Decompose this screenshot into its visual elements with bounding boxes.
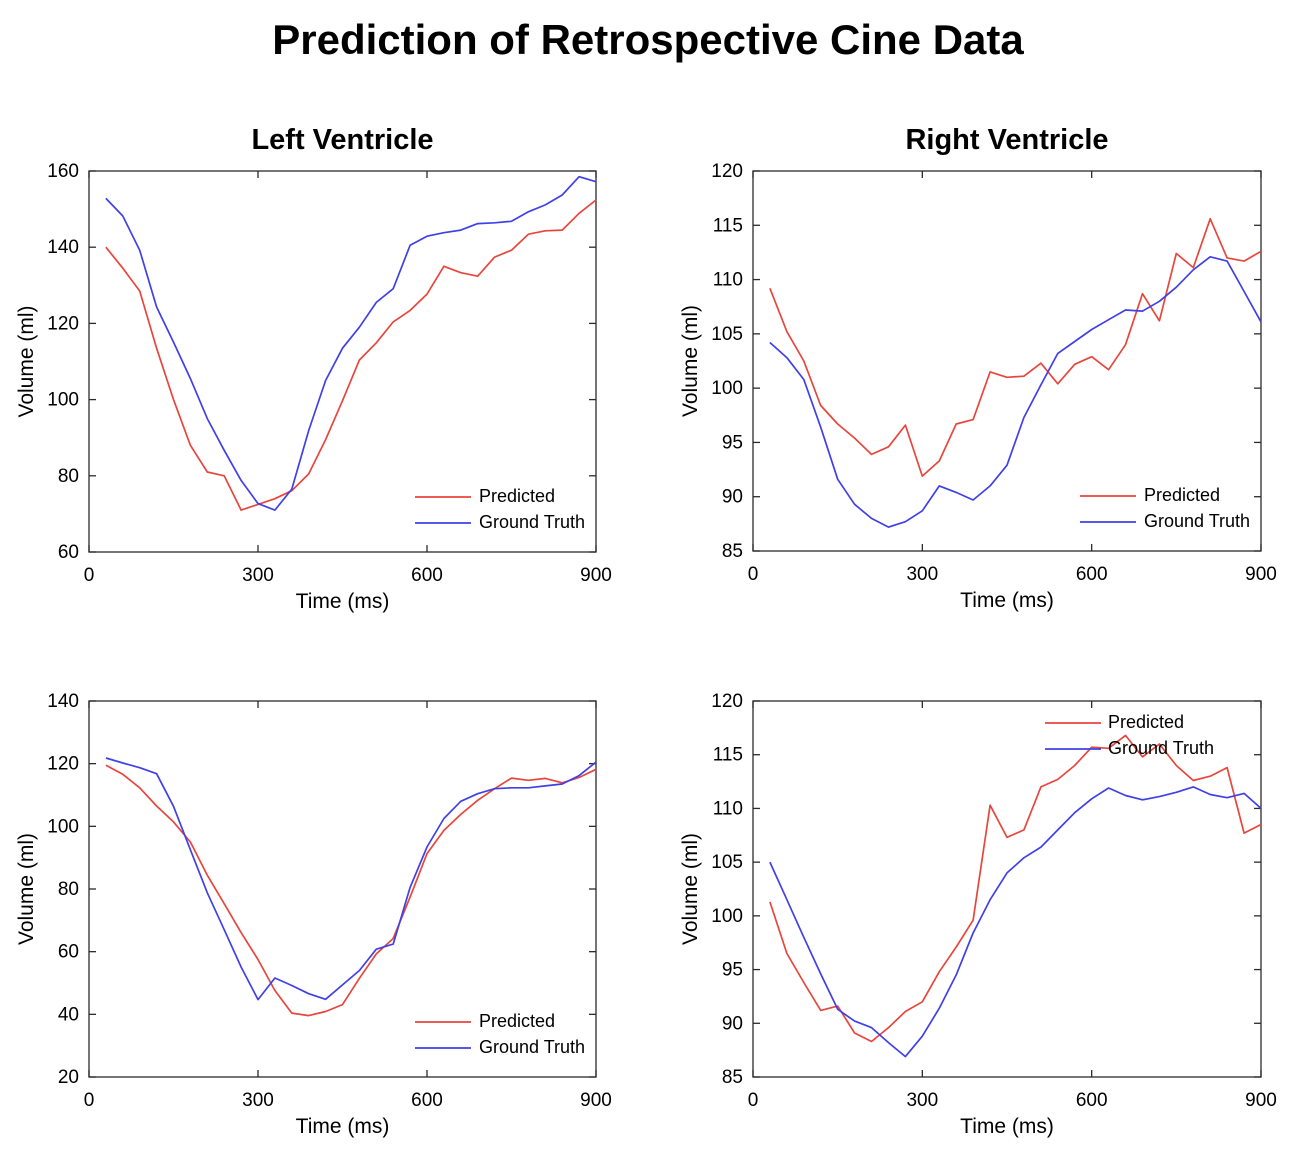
legend-label-ground-truth: Ground Truth: [1108, 738, 1214, 758]
series-line-ground-truth: [105, 757, 597, 1001]
y-tick-label: 120: [47, 754, 79, 775]
y-tick-label: 60: [58, 942, 79, 963]
figure-title: Prediction of Retrospective Cine Data: [272, 16, 1024, 63]
y-tick-label: 100: [711, 906, 743, 927]
x-tick-label: 600: [411, 565, 443, 586]
y-tick-label: 105: [711, 852, 743, 873]
y-tick-label: 105: [711, 324, 743, 345]
subplot-right-ventricle-top: 0 300 600 900 85 90 95 100 105 110 115 120 Time (ms)…: [648, 90, 1296, 650]
y-tick-label: 20: [58, 1067, 79, 1088]
y-tick-label: 110: [713, 798, 743, 819]
y-tick-label: 120: [711, 691, 743, 712]
y-tick-label: 120: [47, 313, 79, 334]
legend-label-ground-truth: Ground Truth: [479, 512, 585, 532]
subplot-title: Left Ventricle: [251, 124, 433, 156]
axes-frame: [752, 170, 1262, 552]
legend-label-predicted: Predicted: [1144, 485, 1220, 505]
y-tick-label: 100: [47, 390, 79, 411]
x-tick-label: 0: [748, 564, 759, 585]
y-tick-label: 85: [722, 541, 743, 562]
y-tick-label: 115: [713, 745, 743, 766]
series-line-ground-truth: [105, 175, 597, 511]
y-tick-label: 95: [722, 960, 743, 981]
right-ventricle-top-chart: 0 300 600 900 85 90 95 100 105 110 115 120 Time (ms)…: [679, 124, 1277, 612]
x-axis-label: Time (ms): [960, 589, 1054, 612]
y-tick-label: 95: [722, 432, 743, 453]
axes-frame: [88, 170, 597, 553]
x-axis-label: Time (ms): [296, 1115, 390, 1138]
legend-label-predicted: Predicted: [1108, 712, 1184, 732]
subplot-left-ventricle-top: 0 300 600 900 60 80 100 120 140 160 Time (ms) Volum…: [0, 90, 660, 650]
y-tick-label: 60: [58, 542, 79, 563]
x-tick-label: 300: [906, 1090, 938, 1111]
x-tick-label: 0: [84, 1090, 95, 1111]
x-tick-label: 900: [580, 1090, 612, 1111]
y-axis-label: Volume (ml): [15, 833, 38, 945]
right-ventricle-bottom-chart: 0 300 600 900 85 90 95 100 105 110 115 120 Time (ms)…: [679, 691, 1277, 1138]
series-line-predicted: [769, 734, 1262, 1043]
legend-label-ground-truth: Ground Truth: [479, 1037, 585, 1057]
x-axis-label: Time (ms): [296, 590, 390, 613]
series-line-ground-truth: [769, 786, 1262, 1058]
y-axis-label: Volume (ml): [679, 833, 702, 945]
y-tick-label: 80: [58, 466, 79, 487]
subplot-left-ventricle-bottom: 0 300 600 900 20 40 60 80 100 120 140 Time (ms) Volu…: [0, 620, 660, 1160]
axes-frame: [752, 700, 1262, 1078]
y-tick-label: 140: [47, 237, 79, 258]
y-tick-label: 160: [47, 161, 79, 182]
x-axis-label: Time (ms): [960, 1115, 1054, 1138]
x-tick-label: 600: [411, 1090, 443, 1111]
y-tick-label: 100: [711, 378, 743, 399]
left-ventricle-bottom-chart: 0 300 600 900 20 40 60 80 100 120 140 Time (ms) Volu…: [15, 691, 612, 1138]
series-line-ground-truth: [769, 255, 1262, 528]
x-tick-label: 600: [1076, 564, 1108, 585]
x-tick-label: 0: [84, 565, 95, 586]
y-tick-label: 80: [58, 879, 79, 900]
y-tick-label: 115: [713, 215, 743, 236]
y-tick-label: 90: [722, 1013, 743, 1034]
y-axis-label: Volume (ml): [15, 305, 38, 417]
x-tick-label: 0: [748, 1090, 759, 1111]
y-tick-label: 140: [47, 691, 79, 712]
series-line-predicted: [105, 199, 597, 511]
x-tick-label: 300: [906, 564, 938, 585]
legend-label-predicted: Predicted: [479, 486, 555, 506]
y-tick-label: 40: [58, 1004, 79, 1025]
y-tick-label: 110: [713, 270, 743, 291]
y-axis-label: Volume (ml): [679, 305, 702, 417]
y-tick-label: 85: [722, 1067, 743, 1088]
legend-label-predicted: Predicted: [479, 1011, 555, 1031]
subplot-title: Right Ventricle: [905, 124, 1108, 156]
left-ventricle-top-chart: 0 300 600 900 60 80 100 120 140 160 Time (ms) Volum…: [15, 124, 612, 613]
x-tick-label: 600: [1076, 1090, 1108, 1111]
x-tick-label: 300: [242, 565, 274, 586]
subplot-right-ventricle-bottom: 0 300 600 900 85 90 95 100 105 110 115 120 Time (ms)…: [648, 620, 1296, 1160]
x-tick-label: 900: [1245, 564, 1277, 585]
series-line-predicted: [769, 217, 1262, 477]
x-tick-label: 300: [242, 1090, 274, 1111]
y-tick-label: 90: [722, 487, 743, 508]
x-tick-label: 900: [580, 565, 612, 586]
y-tick-label: 100: [47, 816, 79, 837]
y-tick-label: 120: [711, 161, 743, 182]
legend-label-ground-truth: Ground Truth: [1144, 511, 1250, 531]
series-line-predicted: [105, 764, 597, 1017]
x-tick-label: 900: [1245, 1090, 1277, 1111]
